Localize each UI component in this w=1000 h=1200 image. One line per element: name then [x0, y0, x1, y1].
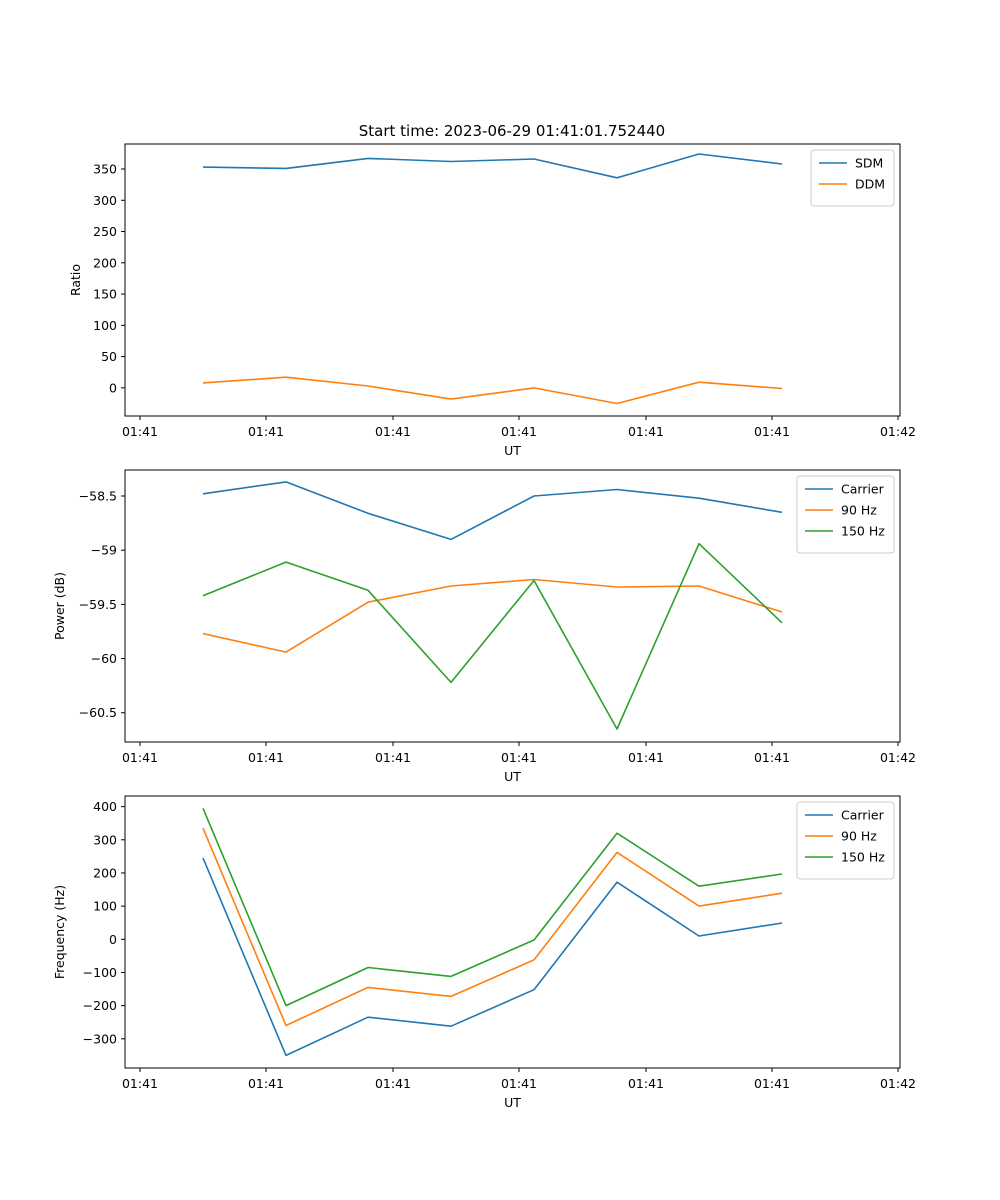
y-tick-label: 200	[93, 255, 117, 270]
x-axis-label: UT	[504, 769, 521, 784]
plot-frame	[124, 795, 901, 1069]
y-tick-label: 350	[93, 162, 117, 177]
x-tick-label: 01:41	[501, 750, 537, 765]
y-tick-label: −300	[83, 1031, 117, 1046]
y-axis-label: Ratio	[68, 264, 83, 296]
series-line-90-hz	[202, 578, 783, 653]
x-tick-label: 01:41	[122, 424, 158, 439]
y-tick-label: 0	[109, 932, 117, 947]
x-tick-label: 01:41	[628, 424, 664, 439]
x-tick-label: 01:41	[122, 750, 158, 765]
legend-box	[810, 149, 895, 207]
plot-frame	[124, 143, 901, 417]
y-tick-label: 0	[109, 380, 117, 395]
series-line-90-hz	[202, 827, 783, 1027]
x-tick-label: 01:41	[375, 750, 411, 765]
plot-frame	[124, 469, 901, 743]
x-tick-label: 01:41	[501, 1076, 537, 1091]
x-tick-label: 01:41	[754, 424, 790, 439]
x-tick-label: 01:41	[248, 750, 284, 765]
x-tick-label: 01:41	[628, 750, 664, 765]
x-tick-label: 01:41	[754, 750, 790, 765]
y-tick-label: −59.5	[79, 597, 117, 612]
legend-label: DDM	[855, 177, 885, 192]
y-tick-label: 50	[101, 349, 117, 364]
y-tick-label: 300	[93, 193, 117, 208]
y-tick-label: 400	[93, 799, 117, 814]
legend-box	[796, 801, 895, 880]
series-line-sdm	[202, 153, 783, 179]
y-tick-label: −200	[83, 998, 117, 1013]
y-tick-label: 300	[93, 832, 117, 847]
subplot-power: 01:41 01:41 01:41 01:41 01:41 01:41 01:42 −58.5…	[52, 469, 916, 784]
x-tick-label: 01:41	[375, 424, 411, 439]
x-axis-label: UT	[504, 1095, 521, 1110]
y-axis-label: Frequency (Hz)	[52, 885, 67, 979]
y-tick-label: −58.5	[79, 489, 117, 504]
x-tick-label: 01:41	[754, 1076, 790, 1091]
legend: SDM DDM	[810, 149, 895, 207]
legend-label: 150 Hz	[841, 524, 885, 539]
y-tick-label: −60.5	[79, 705, 117, 720]
subplot-frequency: 01:41 01:41 01:41 01:41 01:41 01:41 01:42 400 30…	[52, 795, 916, 1110]
y-tick-label: 250	[93, 224, 117, 239]
series-line-carrier	[202, 857, 783, 1057]
y-tick-label: 150	[93, 287, 117, 302]
series-line-ddm	[202, 376, 783, 405]
y-tick-label: 200	[93, 865, 117, 880]
y-tick-label: 100	[93, 899, 117, 914]
x-axis-label: UT	[504, 443, 521, 458]
legend-label: Carrier	[841, 808, 885, 823]
x-tick-label: 01:41	[248, 424, 284, 439]
x-tick-label: 01:42	[880, 750, 916, 765]
x-tick-label: 01:42	[880, 424, 916, 439]
legend: Carrier 90 Hz 150 Hz	[796, 801, 895, 880]
x-tick-label: 01:41	[122, 1076, 158, 1091]
legend-label: 90 Hz	[841, 503, 877, 518]
figure-title: Start time: 2023-06-29 01:41:01.752440	[359, 122, 665, 140]
subplot-ratio: 01:41 01:41 01:41 01:41 01:41 01:41 01:42 0 50 10…	[68, 143, 916, 458]
x-tick-label: 01:41	[375, 1076, 411, 1091]
legend: Carrier 90 Hz 150 Hz	[796, 475, 895, 554]
series-line-150-hz	[202, 542, 783, 730]
x-tick-label: 01:41	[248, 1076, 284, 1091]
legend-label: 150 Hz	[841, 850, 885, 865]
x-tick-label: 01:42	[880, 1076, 916, 1091]
x-tick-label: 01:41	[501, 424, 537, 439]
y-axis-label: Power (dB)	[52, 572, 67, 640]
y-tick-label: 100	[93, 318, 117, 333]
y-tick-label: −60	[91, 651, 117, 666]
x-tick-label: 01:41	[628, 1076, 664, 1091]
y-tick-label: −100	[83, 965, 117, 980]
series-line-150-hz	[202, 807, 783, 1007]
series-line-carrier	[202, 481, 783, 541]
y-tick-label: −59	[91, 543, 117, 558]
legend-label: SDM	[855, 156, 883, 171]
legend-label: 90 Hz	[841, 829, 877, 844]
legend-box	[796, 475, 895, 554]
legend-label: Carrier	[841, 482, 885, 497]
